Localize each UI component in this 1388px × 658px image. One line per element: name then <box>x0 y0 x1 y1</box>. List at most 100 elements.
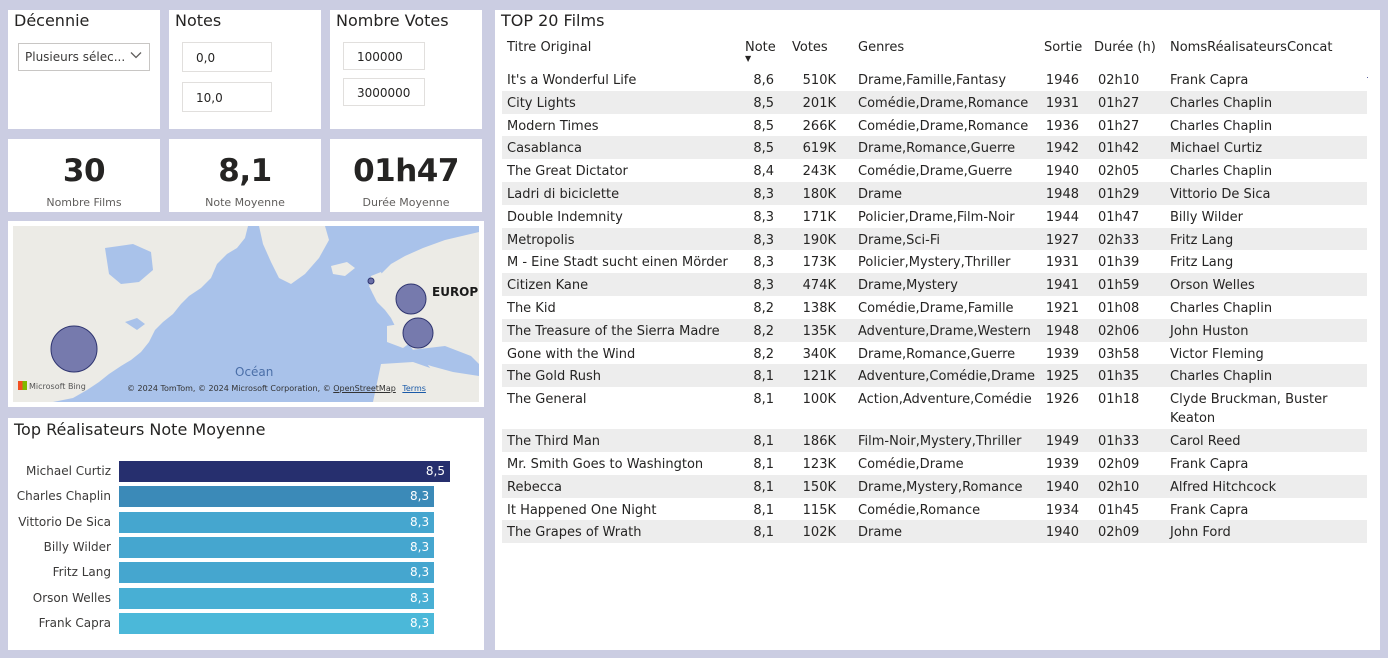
cell-votes: 201K <box>802 95 836 111</box>
cell-directors: Charles Chaplin <box>1170 164 1273 180</box>
map-bubble-germany[interactable] <box>395 283 427 315</box>
table-row[interactable]: Casablanca 8,5 619K Drame,Romance,Guerre 194… <box>502 136 1367 160</box>
cell-note: 8,2 <box>753 301 774 316</box>
cell-votes: 121K <box>802 369 836 385</box>
notes-max-input[interactable]: 10,0 <box>182 82 272 112</box>
cell-directors: Charles Chaplin <box>1170 118 1273 134</box>
cell-genres: Drame <box>858 525 902 541</box>
bar[interactable]: 8,3 <box>119 587 435 609</box>
bar[interactable]: 8,3 <box>119 511 435 533</box>
slicer-decennie: Décennie Plusieurs sélec... <box>8 10 160 129</box>
table-row[interactable]: Double Indemnity 8,3 171K Policier,Drame,Fi… <box>502 204 1367 228</box>
cell-directors-line2: Keaton <box>1170 411 1216 427</box>
bar[interactable]: 8,5 <box>119 461 450 482</box>
table-row[interactable]: The Great Dictator 8,4 243K Comédie,Drame,G… <box>502 159 1367 182</box>
cell-title: Rebecca <box>507 479 562 495</box>
windows-logo-icon <box>18 381 27 390</box>
table-row[interactable]: Metropolis 8,3 190K Drame,Sci-Fi 1927 02h33 Fr… <box>502 227 1367 251</box>
map-canvas[interactable]: EUROPE Océan Microsoft Bing © 2024 TomTo… <box>13 226 479 402</box>
slicer-votes: Nombre Votes 100000 3000000 <box>330 10 482 129</box>
bar-row[interactable]: Vittorio De Sica 8,3 <box>13 511 483 533</box>
map-ocean-label: Océan <box>235 365 274 379</box>
cell-duree: 02h05 <box>1098 164 1140 180</box>
cell-duree: 01h39 <box>1098 255 1140 271</box>
cell-votes: 190K <box>802 232 836 248</box>
cell-genres: Drame,Mystery <box>858 278 958 294</box>
bar[interactable]: 8,3 <box>119 536 435 558</box>
cell-note: 8,4 <box>753 164 774 180</box>
cell-directors: Orson Welles <box>1170 278 1255 294</box>
map-bing-logo: Microsoft Bing <box>18 381 86 391</box>
table-row[interactable]: Citizen Kane 8,3 474K Drame,Mystery 1941 01h5… <box>502 273 1367 296</box>
cell-duree: 02h06 <box>1098 323 1140 339</box>
table-row[interactable]: The Third Man 8,1 186K Film-Noir,Mystery,Th… <box>502 429 1367 452</box>
cell-title: The General <box>507 392 587 408</box>
cell-sortie: 1944 <box>1045 209 1079 225</box>
bar[interactable]: 8,3 <box>119 486 435 508</box>
bar-row[interactable]: Billy Wilder 8,3 <box>13 536 483 558</box>
table-row[interactable]: Mr. Smith Goes to Washington 8,1 123K Coméd… <box>502 452 1367 475</box>
header-sortie[interactable]: Sortie <box>1044 40 1083 55</box>
header-directors[interactable]: NomsRéalisateursConcat <box>1170 40 1333 55</box>
table-row[interactable]: The Gold Rush 8,1 121K Adventure,Comédie,Dr… <box>502 364 1367 388</box>
table-row[interactable]: Gone with the Wind 8,2 340K Drame,Romance,G… <box>502 341 1367 365</box>
header-titre[interactable]: Titre Original <box>507 40 592 55</box>
table-row[interactable]: Modern Times 8,5 266K Comédie,Drame,Romance… <box>502 113 1367 137</box>
bar-row[interactable]: Fritz Lang 8,3 <box>13 562 483 584</box>
osm-link[interactable]: OpenStreetMap <box>333 384 396 393</box>
header-genres[interactable]: Genres <box>858 40 905 55</box>
cell-duree: 01h33 <box>1098 434 1140 450</box>
cell-genres: Film-Noir,Mystery,Thriller <box>858 434 1022 450</box>
cell-title: Gone with the Wind <box>507 346 636 362</box>
table-row[interactable]: It Happened One Night 8,1 115K Comédie,Roma… <box>502 497 1367 521</box>
header-duree[interactable]: Durée (h) <box>1094 40 1156 55</box>
table-row[interactable]: M - Eine Stadt sucht einen Mörder 8,3 173K… <box>502 250 1367 274</box>
map-bubble-italy[interactable] <box>402 317 434 349</box>
cell-note: 8,5 <box>753 141 774 157</box>
cell-genres: Comédie,Drame,Romance <box>858 118 1029 134</box>
cell-note: 8,3 <box>753 209 774 225</box>
cell-sortie: 1921 <box>1045 301 1079 316</box>
table-row[interactable]: It's a Wonderful Life 8,6 510K Drame,Famill… <box>502 68 1367 91</box>
cell-genres: Drame,Famille,Fantasy <box>858 73 1007 88</box>
chevron-down-icon <box>129 48 143 65</box>
bar-row[interactable]: Michael Curtiz 8,5 <box>13 461 483 482</box>
cell-sortie: 1931 <box>1045 255 1079 271</box>
cell-duree: 01h27 <box>1098 95 1140 111</box>
table-row[interactable]: Rebecca 8,1 150K Drame,Mystery,Romance 1940 0… <box>502 474 1367 498</box>
map-bubble-uk[interactable] <box>367 277 375 285</box>
kpi-value: 8,1 <box>218 153 272 189</box>
bar-value-label: 8,3 <box>410 539 430 554</box>
kpi-label: Note Moyenne <box>205 196 285 209</box>
cell-sortie: 1939 <box>1045 457 1079 472</box>
notes-min-input[interactable]: 0,0 <box>182 42 272 72</box>
bar-row[interactable]: Frank Capra 8,3 <box>13 612 483 634</box>
cell-duree: 01h35 <box>1098 369 1140 385</box>
cell-title: M - Eine Stadt sucht einen Mörder <box>507 255 728 271</box>
table-row[interactable]: Ladri di biciclette 8,3 180K Drame 1948 01h29… <box>502 182 1367 205</box>
table-row[interactable]: The Kid 8,2 138K Comédie,Drame,Famille 1921 0… <box>502 296 1367 319</box>
bar-row[interactable]: Charles Chaplin 8,3 <box>13 486 483 508</box>
bar-row[interactable]: Orson Welles 8,3 <box>13 587 483 609</box>
cell-duree: 02h33 <box>1098 232 1140 248</box>
cell-duree: 01h08 <box>1098 301 1140 316</box>
bar[interactable]: 8,3 <box>119 562 435 584</box>
decennie-dropdown[interactable]: Plusieurs sélec... <box>18 43 150 71</box>
cell-note: 8,3 <box>753 232 774 248</box>
map-bubble-usa[interactable] <box>50 325 98 373</box>
table-row[interactable]: The General 8,1 100K Action,Adventure,Coméd… <box>502 387 1367 430</box>
cell-directors: Vittorio De Sica <box>1170 187 1271 202</box>
cell-directors: Michael Curtiz <box>1170 141 1263 157</box>
header-note[interactable]: Note ▼ <box>745 40 776 63</box>
cell-genres: Policier,Mystery,Thriller <box>858 255 1011 271</box>
cell-directors: Clyde Bruckman, Buster Keaton <box>1170 390 1327 428</box>
terms-link[interactable]: Terms <box>402 384 426 393</box>
votes-min-input[interactable]: 100000 <box>343 42 425 70</box>
header-votes[interactable]: Votes <box>792 40 828 55</box>
votes-max-input[interactable]: 3000000 <box>343 78 425 106</box>
cell-note: 8,1 <box>753 502 774 518</box>
table-row[interactable]: The Treasure of the Sierra Madre 8,2 135K A… <box>502 318 1367 342</box>
bar[interactable]: 8,3 <box>119 612 435 634</box>
table-row[interactable]: City Lights 8,5 201K Comédie,Drame,Romance 1… <box>502 90 1367 114</box>
table-row[interactable]: The Grapes of Wrath 8,1 102K Drame 1940 02h09… <box>502 520 1367 544</box>
